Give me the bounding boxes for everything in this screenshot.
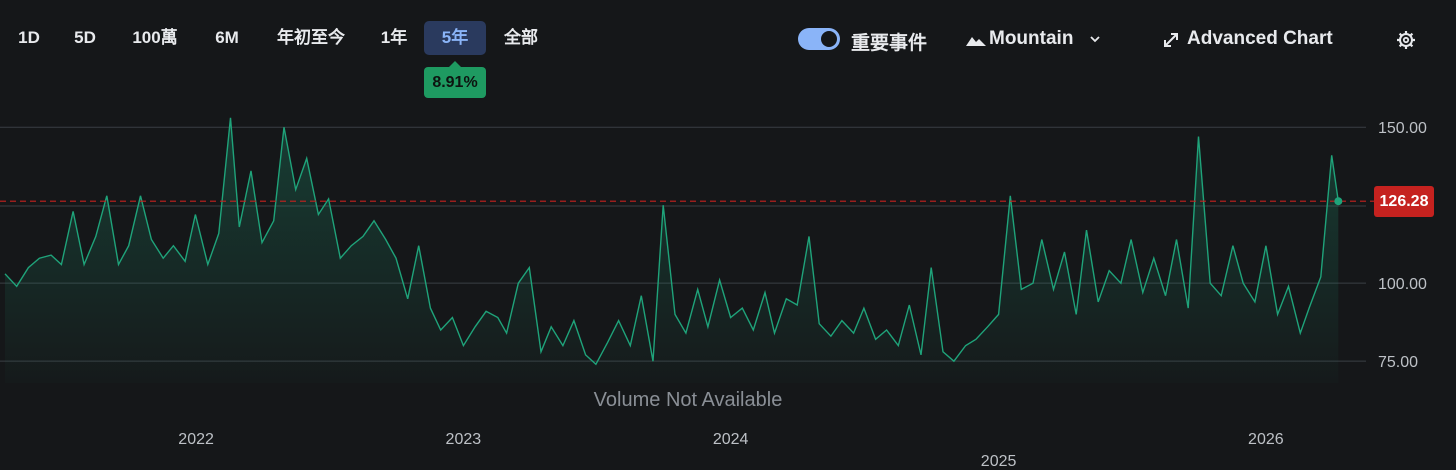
y-axis: 75.00 100.00 150.00 [1378, 120, 1427, 371]
x-tick-label: 2022 [178, 431, 214, 448]
y-tick-label: 100.00 [1378, 276, 1427, 293]
range-button[interactable]: 1D [18, 28, 40, 47]
expand-arrows-icon[interactable] [1161, 30, 1181, 50]
y-tick-label: 150.00 [1378, 120, 1427, 137]
last-price-dot [1334, 197, 1343, 206]
y-tick-label: 75.00 [1378, 354, 1418, 371]
advanced-chart-button[interactable]: Advanced Chart [1187, 28, 1333, 49]
range-button[interactable]: 年初至今 [277, 28, 345, 47]
events-toggle[interactable] [798, 28, 840, 50]
price-area-fill [5, 117, 1339, 384]
period-change-badge: 8.91% [424, 61, 486, 98]
range-button[interactable]: 100萬 [132, 28, 178, 47]
range-button[interactable]: 1年 [380, 28, 408, 47]
range-button[interactable]: 5D [74, 28, 96, 47]
toolbar: 1D 5D 100萬 6M 年初至今 1年 5年 全部 8.91% 重要事件 Mountain… [0, 0, 1456, 98]
gear-icon[interactable] [1396, 30, 1416, 50]
x-tick-label: 2023 [446, 431, 482, 448]
range-button[interactable]: 6M [215, 28, 239, 47]
x-tick-label: 2025 [981, 453, 1017, 470]
range-button[interactable]: 5年 [424, 21, 486, 55]
toggle-knob [821, 31, 837, 47]
mountain-icon [966, 37, 986, 46]
range-button[interactable]: 全部 [504, 28, 538, 47]
x-tick-label: 2026 [1248, 431, 1284, 448]
volume-note: Volume Not Available [594, 389, 783, 411]
x-axis: 2022 2023 2024 2025 2026 [178, 431, 1283, 470]
events-toggle-label[interactable]: 重要事件 [851, 33, 928, 54]
last-price-badge: 126.28 [1374, 186, 1434, 217]
chart-type-select[interactable]: Mountain [989, 28, 1074, 49]
chevron-down-icon[interactable] [1089, 34, 1101, 44]
x-tick-label: 2024 [713, 431, 749, 448]
price-line [4, 117, 1339, 366]
